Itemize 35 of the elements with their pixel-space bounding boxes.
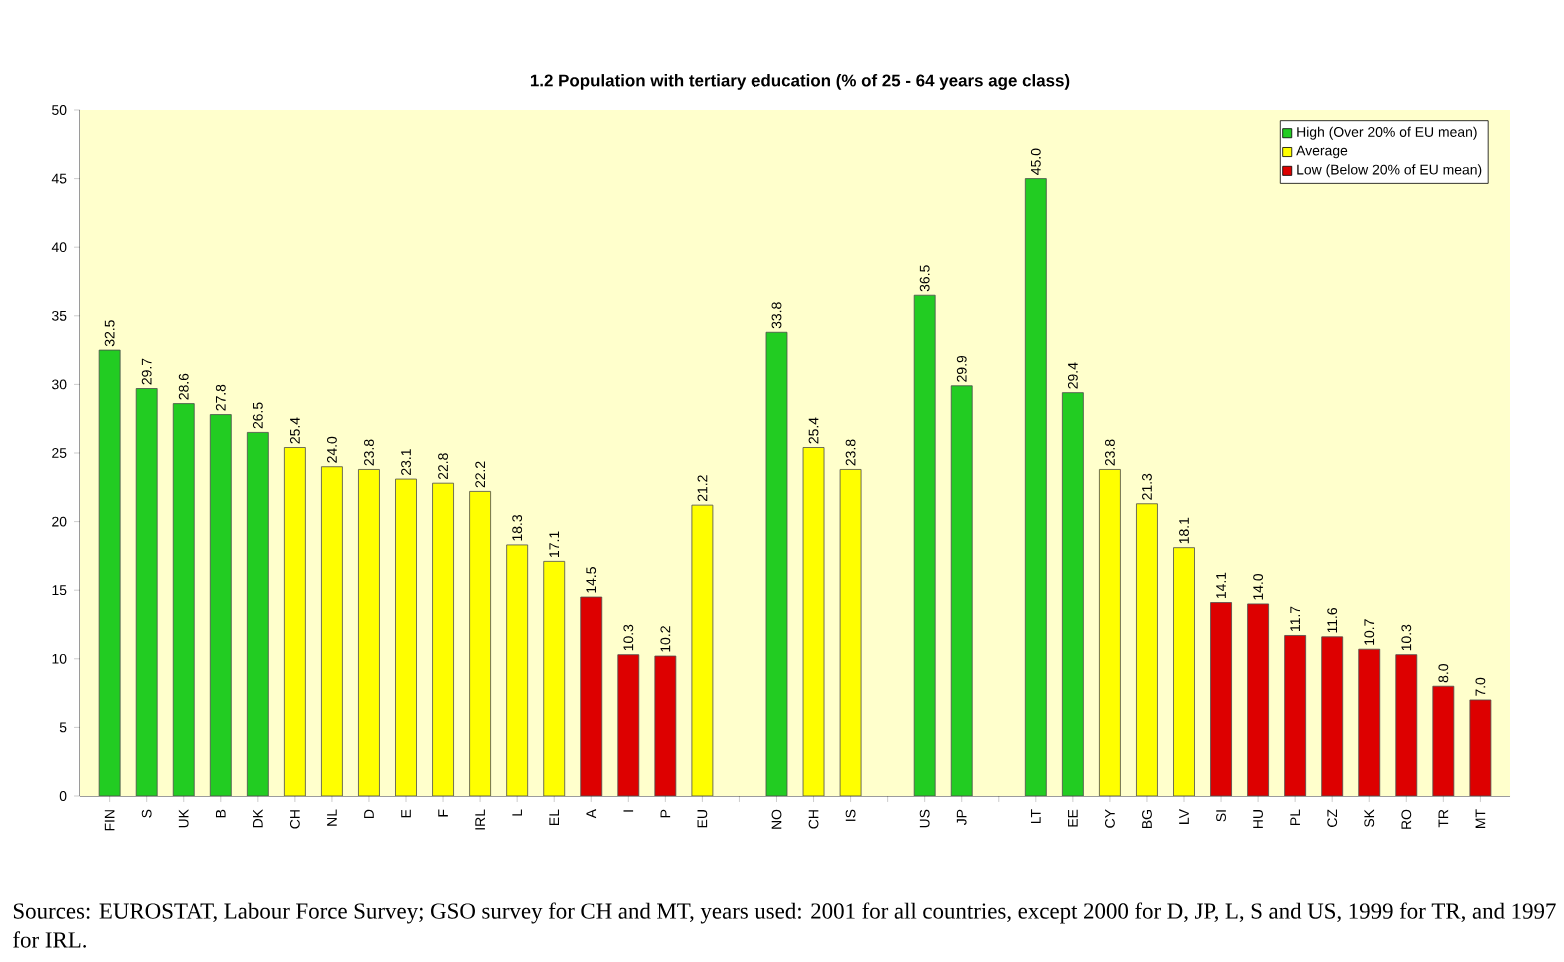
bar bbox=[209, 414, 232, 796]
bar bbox=[1358, 648, 1381, 796]
bar bbox=[543, 560, 566, 796]
bar bbox=[432, 482, 454, 796]
bar bbox=[172, 403, 195, 796]
bar bbox=[395, 478, 417, 796]
bar bbox=[617, 654, 640, 796]
bar bbox=[358, 469, 380, 796]
bar bbox=[1210, 602, 1232, 796]
bar bbox=[839, 469, 862, 796]
bar bbox=[135, 388, 158, 796]
source-note: Sources: EUROSTAT, Labour Force Survey; GSO survey for CH and MT, years used: 2001 for all countries, except 2000 for D, JP, L, S and US, 1999 for TR, and 1997 for IRL. bbox=[13, 902, 1556, 948]
bar bbox=[1432, 685, 1455, 796]
bar bbox=[765, 331, 788, 796]
bar bbox=[1024, 178, 1047, 796]
bar bbox=[1061, 392, 1084, 796]
bar bbox=[1099, 469, 1121, 796]
bar bbox=[98, 349, 121, 796]
bar bbox=[1136, 503, 1158, 796]
bar bbox=[913, 294, 936, 796]
bar bbox=[691, 504, 714, 796]
bar bbox=[1284, 635, 1307, 796]
bar bbox=[246, 432, 269, 796]
bar bbox=[1247, 603, 1269, 796]
bar bbox=[506, 544, 529, 796]
bar bbox=[1395, 654, 1418, 796]
bar bbox=[580, 596, 603, 796]
bar bbox=[950, 385, 973, 796]
bar bbox=[802, 447, 825, 796]
bar bbox=[321, 466, 343, 796]
chart-title: 1.2 Population with tertiary education (% of 25 - 64 years age class) bbox=[530, 74, 1070, 90]
bar bbox=[1173, 547, 1195, 796]
bar bbox=[469, 491, 492, 796]
bar bbox=[1321, 636, 1344, 796]
bar bbox=[283, 447, 306, 796]
